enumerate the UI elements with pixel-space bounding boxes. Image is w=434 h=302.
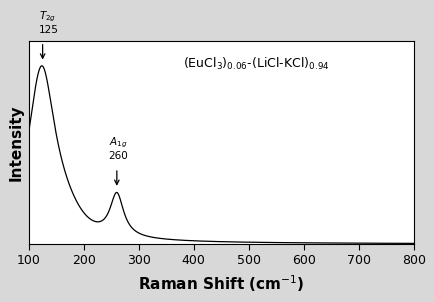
X-axis label: Raman Shift (cm$^{-1}$): Raman Shift (cm$^{-1}$) xyxy=(138,273,305,294)
Text: (EuCl$_3$)$_{0.06}$-(LiCl-KCl)$_{0.94}$: (EuCl$_3$)$_{0.06}$-(LiCl-KCl)$_{0.94}$ xyxy=(183,56,329,72)
Text: $A_{1g}$
260: $A_{1g}$ 260 xyxy=(108,136,128,162)
Y-axis label: Intensity: Intensity xyxy=(8,104,23,181)
Text: $T_{2g}$
125: $T_{2g}$ 125 xyxy=(39,9,59,35)
